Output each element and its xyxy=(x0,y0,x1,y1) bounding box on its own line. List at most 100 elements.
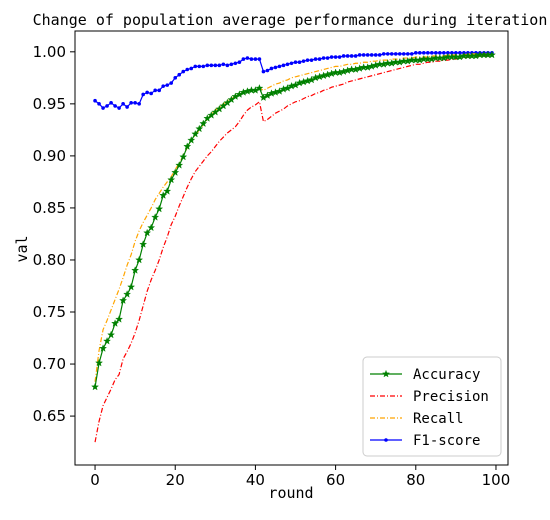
data-point-f1-score xyxy=(277,64,282,69)
data-point-f1-score xyxy=(233,61,238,66)
data-point-f1-score xyxy=(397,52,402,56)
data-point-f1-score xyxy=(189,66,194,71)
data-point-f1-score xyxy=(273,65,278,70)
data-point-f1-score xyxy=(197,64,202,69)
data-point-accuracy xyxy=(147,223,156,232)
data-point-accuracy xyxy=(135,255,144,264)
data-point-f1-score xyxy=(237,60,242,65)
data-point-f1-score xyxy=(369,53,374,57)
data-point-f1-score xyxy=(341,54,346,58)
data-point-accuracy xyxy=(111,319,120,327)
data-point-accuracy xyxy=(163,187,172,195)
data-point-accuracy xyxy=(187,136,196,144)
data-point-f1-score xyxy=(401,52,406,56)
data-point-f1-score xyxy=(157,88,161,93)
data-point-f1-score xyxy=(413,51,418,55)
data-point-f1-score xyxy=(209,63,214,68)
data-point-accuracy xyxy=(151,213,160,221)
data-point-accuracy xyxy=(103,336,112,345)
data-point-f1-score xyxy=(185,67,190,72)
data-point-f1-score xyxy=(365,53,370,57)
data-point-f1-score xyxy=(405,52,410,56)
data-point-accuracy xyxy=(99,344,108,352)
data-point-f1-score xyxy=(181,69,186,74)
series-precision xyxy=(94,54,493,443)
data-point-f1-score xyxy=(301,59,306,63)
series-layer xyxy=(91,50,496,443)
data-point-f1-score xyxy=(161,84,166,88)
data-point-f1-score xyxy=(393,52,398,56)
data-point-accuracy xyxy=(179,152,188,161)
data-point-f1-score xyxy=(245,56,250,60)
data-point-f1-score xyxy=(305,58,310,62)
data-point-f1-score xyxy=(173,76,178,80)
legend-label: F1-score xyxy=(413,433,480,449)
legend-item-precision: Precision xyxy=(370,389,489,405)
x-tick-label: 40 xyxy=(246,471,265,489)
data-point-f1-score xyxy=(285,62,290,67)
data-point-f1-score xyxy=(105,104,109,108)
data-point-accuracy xyxy=(123,290,132,298)
data-point-accuracy xyxy=(143,228,152,237)
data-point-f1-score xyxy=(289,61,294,66)
series-line-f1-score xyxy=(94,52,492,109)
data-point-f1-score xyxy=(361,53,366,57)
data-point-f1-score xyxy=(249,57,254,61)
data-point-f1-score xyxy=(257,57,262,61)
data-point-f1-score xyxy=(141,92,145,97)
data-point-f1-score xyxy=(345,54,350,58)
data-point-f1-score xyxy=(321,56,326,60)
data-point-f1-score xyxy=(417,51,422,55)
data-point-f1-score xyxy=(381,52,386,56)
data-point-accuracy xyxy=(155,204,164,213)
data-point-accuracy xyxy=(175,161,184,169)
y-axis-ticks: 0.65 0.70 0.75 0.80 0.85 0.90 0.95 1.00 xyxy=(33,43,75,425)
data-point-accuracy xyxy=(199,119,208,128)
data-point-accuracy xyxy=(139,240,148,248)
data-point-accuracy xyxy=(91,382,100,391)
data-point-f1-score xyxy=(438,51,442,55)
data-point-f1-score xyxy=(97,102,101,106)
data-point-f1-score xyxy=(329,55,334,59)
data-point-accuracy xyxy=(191,129,200,138)
data-point-f1-score xyxy=(145,90,149,95)
y-tick-label: 0.70 xyxy=(33,355,66,373)
data-point-f1-score xyxy=(121,102,125,106)
x-axis-label: round xyxy=(268,484,313,502)
data-point-f1-score xyxy=(125,105,129,109)
data-point-accuracy xyxy=(255,84,264,92)
data-point-accuracy xyxy=(195,124,204,133)
data-point-f1-score xyxy=(422,51,426,55)
data-point-f1-score xyxy=(201,64,206,69)
x-tick-label: 20 xyxy=(166,471,185,489)
series-line-recall xyxy=(94,53,492,382)
data-point-f1-score xyxy=(426,51,430,55)
data-point-accuracy xyxy=(119,296,128,304)
data-point-f1-score xyxy=(117,106,121,110)
data-point-f1-score xyxy=(133,101,137,105)
data-point-accuracy xyxy=(95,358,104,367)
plot-frame xyxy=(74,30,509,466)
y-tick-label: 0.85 xyxy=(33,199,66,217)
data-point-f1-score xyxy=(357,53,362,57)
data-point-f1-score xyxy=(265,68,270,73)
series-f1-score xyxy=(93,51,494,110)
data-point-f1-score xyxy=(293,60,298,65)
data-point-f1-score xyxy=(213,63,218,68)
data-point-f1-score xyxy=(137,102,141,106)
data-point-f1-score xyxy=(385,52,390,56)
series-line-precision xyxy=(94,54,493,443)
y-tick-label: 0.90 xyxy=(33,147,66,165)
data-point-f1-score xyxy=(434,51,438,55)
data-point-f1-score xyxy=(317,57,322,61)
series-accuracy xyxy=(91,50,496,391)
y-tick-label: 1.00 xyxy=(33,43,66,61)
data-point-f1-score xyxy=(377,53,382,57)
data-point-f1-score xyxy=(337,55,342,59)
legend-marker xyxy=(382,369,390,378)
x-tick-label: 60 xyxy=(326,471,345,489)
data-point-f1-score xyxy=(177,72,182,77)
data-point-f1-score xyxy=(193,64,198,69)
data-point-accuracy xyxy=(127,282,136,291)
